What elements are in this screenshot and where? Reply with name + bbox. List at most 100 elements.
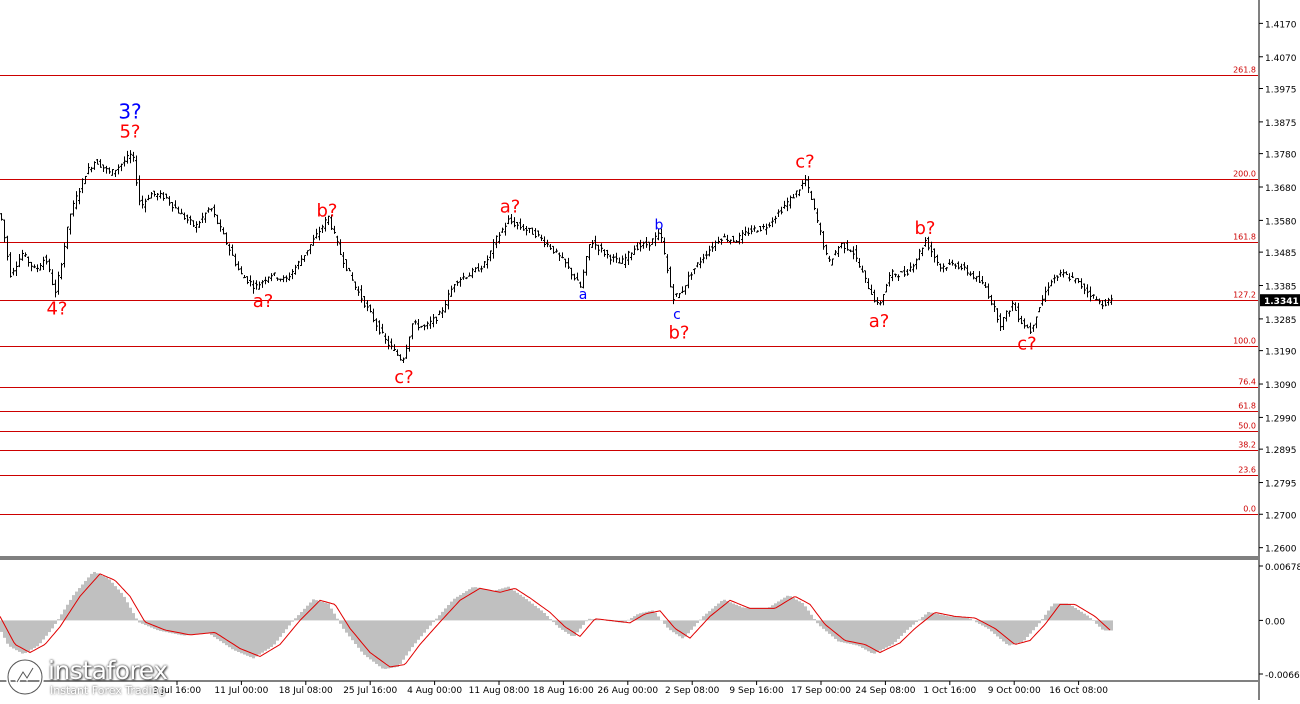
candle	[1074, 279, 1077, 284]
candle	[258, 281, 261, 289]
histogram-bar	[663, 620, 666, 623]
candle	[840, 243, 843, 249]
candle	[309, 244, 312, 254]
histogram-bar	[810, 615, 813, 621]
histogram-bar	[747, 608, 750, 621]
candle	[267, 276, 270, 282]
histogram-bar	[96, 573, 99, 620]
candle	[432, 314, 435, 327]
candle	[885, 284, 888, 292]
histogram-bar	[387, 620, 390, 668]
histogram-bar	[1005, 620, 1008, 644]
histogram-bar	[948, 616, 951, 620]
candle	[141, 196, 144, 209]
candle	[687, 272, 690, 289]
candle	[909, 262, 912, 271]
wave-label: c?	[1017, 334, 1036, 355]
candle	[27, 257, 30, 267]
histogram-bar	[738, 606, 741, 620]
fib-level-label: 161.8	[1233, 233, 1256, 242]
histogram-bar	[1017, 620, 1020, 642]
histogram-bar	[552, 620, 555, 622]
candle	[468, 272, 471, 276]
candle	[756, 230, 759, 232]
histogram-bar	[492, 591, 495, 620]
candle	[366, 300, 369, 311]
candle	[708, 246, 711, 257]
candle	[780, 207, 783, 215]
histogram-bar	[366, 620, 369, 657]
candle	[792, 194, 795, 198]
histogram-bar	[495, 590, 498, 620]
histogram-bar	[756, 608, 759, 621]
candle	[144, 199, 147, 213]
candle	[504, 223, 507, 236]
histogram-bar	[585, 620, 588, 621]
time-tick-label: 9 Sep 16:00	[729, 686, 784, 696]
candle	[441, 307, 444, 318]
histogram-bar	[855, 620, 858, 645]
histogram-bar	[54, 620, 57, 624]
candle	[6, 236, 9, 261]
histogram-bar	[1092, 620, 1095, 621]
candle	[369, 305, 372, 313]
candle	[57, 272, 60, 295]
histogram-bar	[816, 620, 819, 623]
candle	[765, 224, 768, 235]
candle	[600, 243, 603, 252]
candle	[372, 309, 375, 323]
wave-label: a	[579, 287, 588, 303]
histogram-bar	[909, 620, 912, 627]
candle	[513, 217, 516, 227]
histogram-bar	[1014, 620, 1017, 643]
histogram-bar	[342, 620, 345, 628]
candle	[555, 249, 558, 253]
candle	[300, 255, 303, 266]
candle	[174, 200, 177, 208]
candle	[96, 159, 99, 164]
candle	[1080, 278, 1083, 289]
histogram-bar	[936, 614, 939, 621]
candle	[939, 263, 942, 271]
histogram-bar	[336, 619, 339, 621]
histogram-bar	[30, 620, 33, 649]
fibonacci-levels: 261.8200.0161.8127.2100.076.461.850.038.…	[0, 66, 1258, 515]
candle	[120, 164, 123, 171]
candle	[60, 263, 63, 279]
candle	[960, 264, 963, 271]
candle	[786, 198, 789, 212]
price-tick-label: 1.2895	[1265, 446, 1297, 456]
histogram-bar	[933, 613, 936, 620]
histogram-bar	[225, 620, 228, 645]
histogram-bar	[1008, 620, 1011, 645]
histogram-bar	[420, 620, 423, 636]
candle	[99, 159, 102, 168]
histogram-bar	[1050, 606, 1053, 620]
candle	[186, 215, 189, 224]
histogram-bar	[720, 601, 723, 620]
candle	[891, 269, 894, 281]
histogram-bar	[894, 620, 897, 642]
price-tick-label: 1.3090	[1265, 381, 1297, 391]
candle	[438, 310, 441, 314]
histogram-bar	[246, 620, 249, 655]
candle	[318, 227, 321, 241]
candle	[270, 273, 273, 281]
candle	[1095, 296, 1098, 300]
candle	[18, 254, 21, 267]
candle	[897, 274, 900, 281]
candle	[111, 169, 114, 176]
candle	[879, 301, 882, 305]
histogram-bar	[1077, 610, 1080, 621]
candle	[1026, 324, 1029, 327]
candle	[417, 319, 420, 330]
candle	[876, 297, 879, 305]
candle	[321, 225, 324, 233]
histogram-bar	[1044, 615, 1047, 621]
histogram-bar	[783, 598, 786, 621]
histogram-bar	[780, 600, 783, 621]
candle	[942, 263, 945, 272]
histogram-bar	[945, 616, 948, 621]
histogram-bar	[819, 620, 822, 626]
price-tick-label: 1.3780	[1265, 151, 1297, 161]
